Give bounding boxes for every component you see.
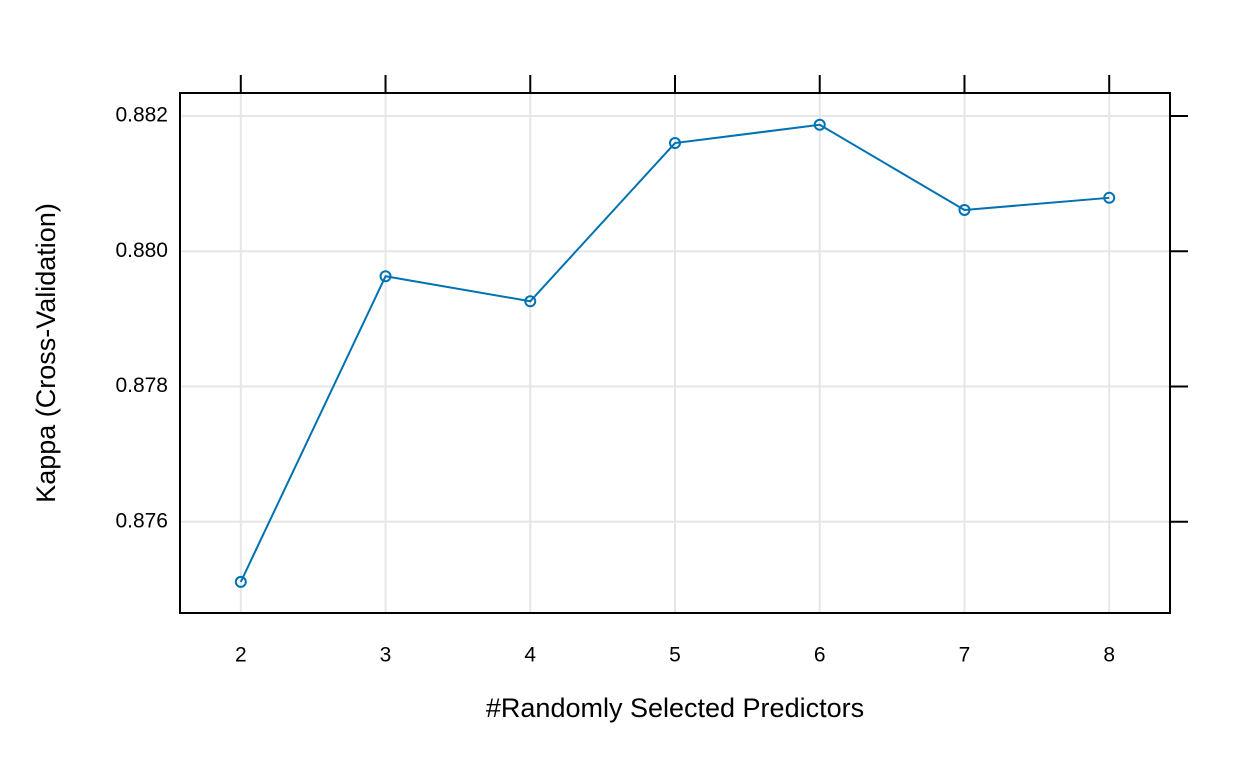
y-tick-label: 0.880 [115,239,168,262]
x-tick-label: 6 [814,644,826,667]
x-tick-label: 8 [1103,644,1115,667]
data-line [239,123,1110,583]
x-axis-label: #Randomly Selected Predictors [486,693,864,723]
data-point [813,118,826,131]
y-tick-label: 0.882 [115,104,168,127]
x-tick-label: 7 [959,644,971,667]
plot-frame [179,92,1171,614]
data-point [958,203,971,216]
data-point [1103,191,1116,204]
x-tick-label: 2 [235,644,247,667]
data-point [234,575,247,588]
data-point [524,295,537,308]
data-point [379,270,392,283]
x-tick-label: 5 [669,644,681,667]
y-axis-label: Kappa (Cross-Validation) [31,203,61,503]
x-tick-label: 4 [524,644,536,667]
data-point [669,137,681,150]
y-tick-label: 0.878 [115,374,168,397]
y-tick-label: 0.876 [115,509,168,532]
x-tick-label: 3 [380,644,392,667]
